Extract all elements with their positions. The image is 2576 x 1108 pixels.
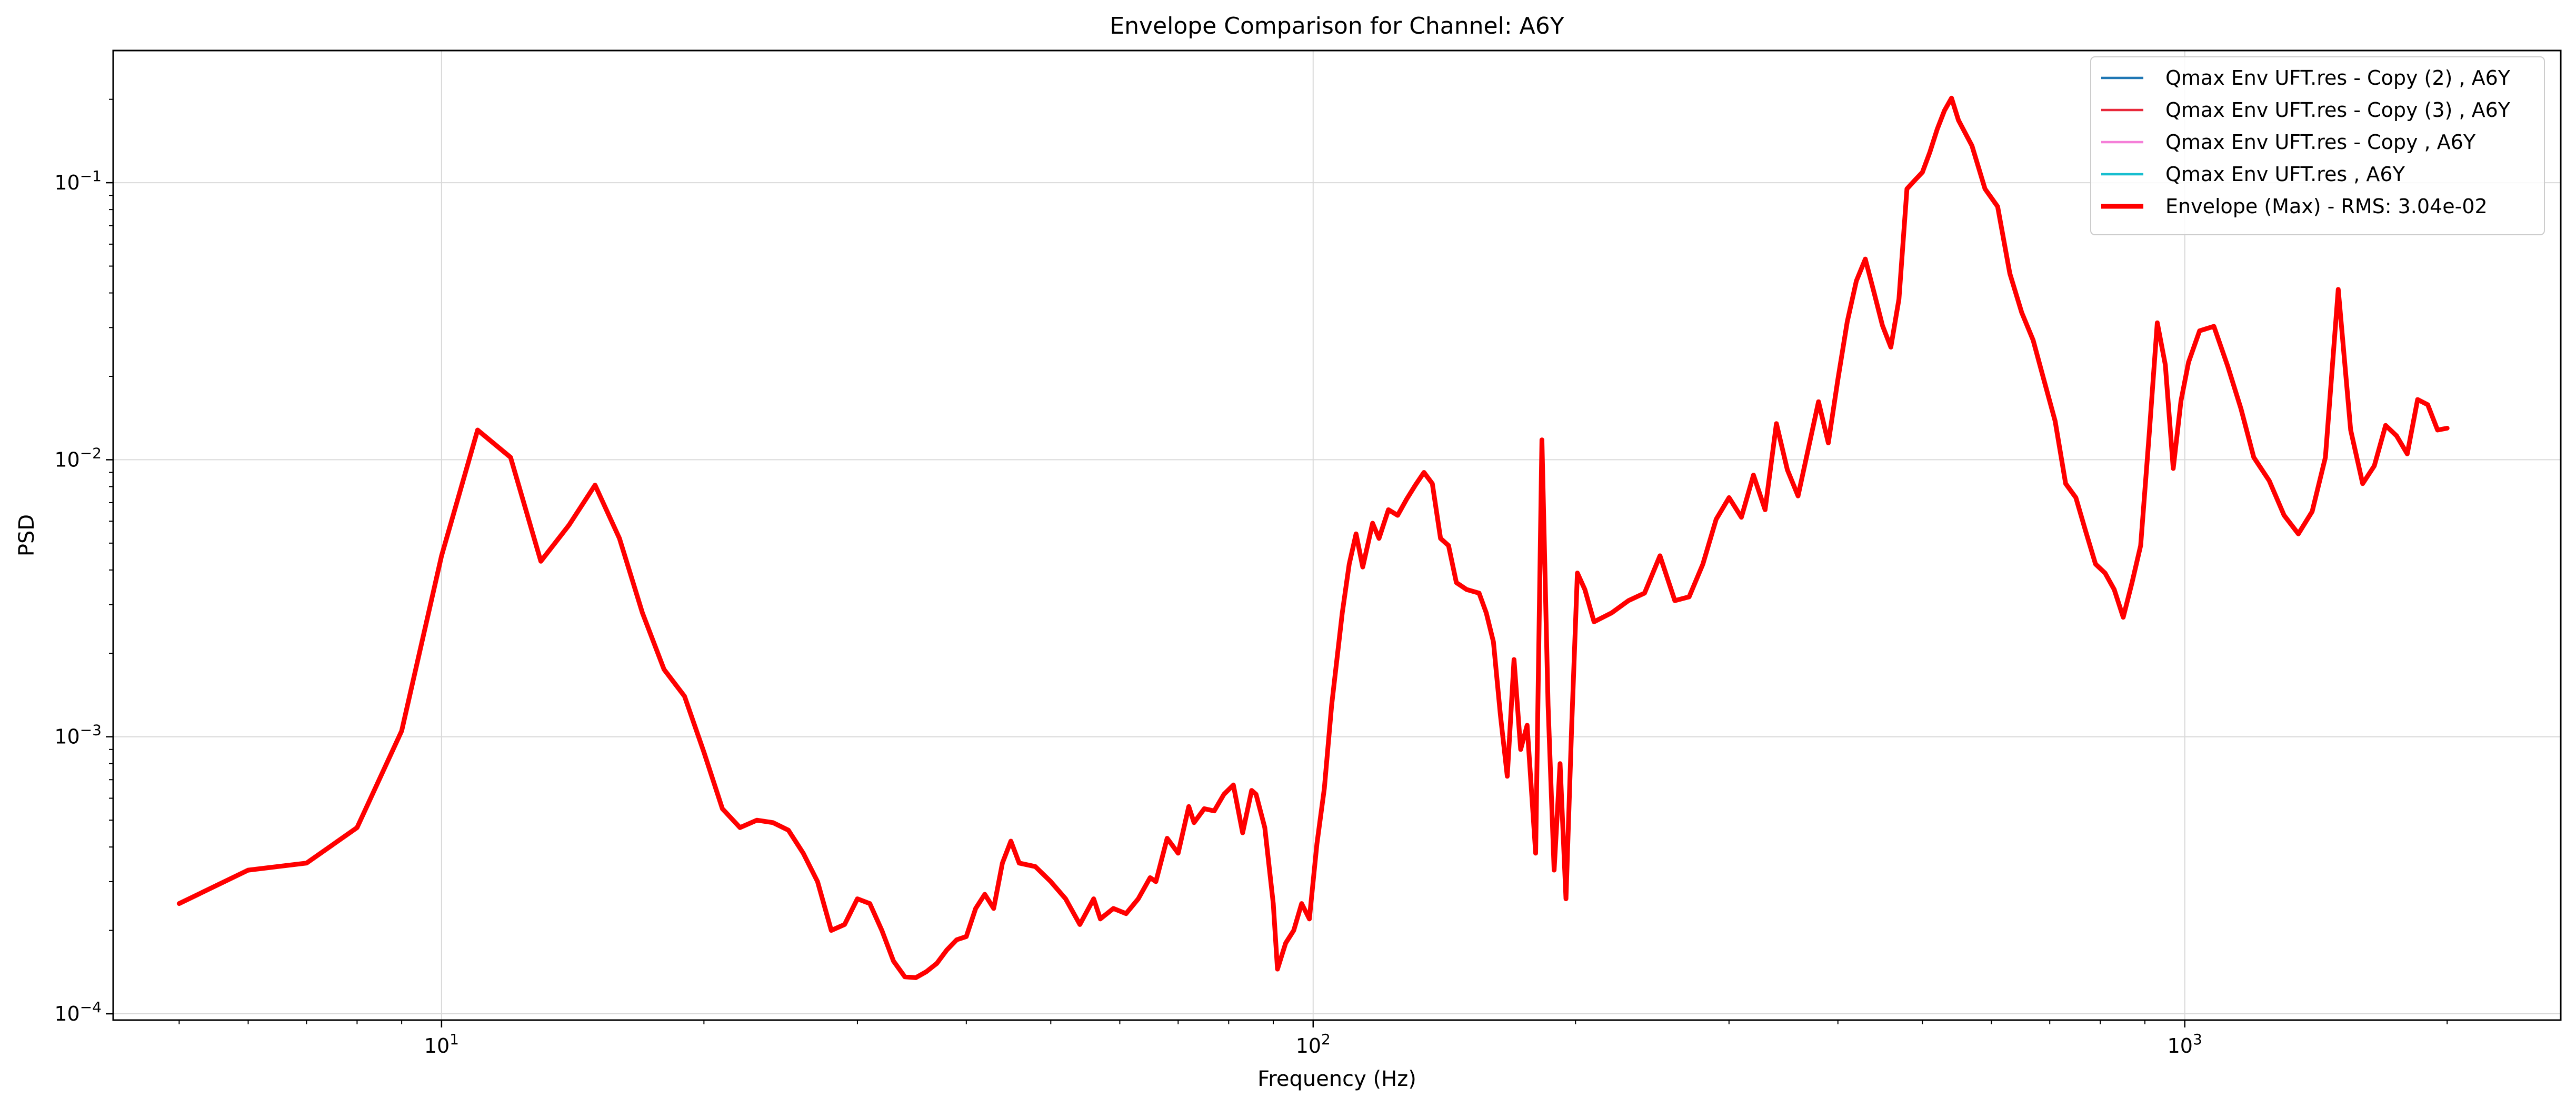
- x-tick-label: 102: [1296, 1031, 1331, 1057]
- y-axis-label: PSD: [15, 514, 39, 556]
- chart-title: Envelope Comparison for Channel: A6Y: [1110, 13, 1564, 39]
- y-tick-label: 10−2: [54, 444, 102, 471]
- legend-label: Envelope (Max) - RMS: 3.04e-02: [2165, 195, 2488, 218]
- plot-frame: [112, 49, 2562, 1021]
- data-series: [176, 95, 2450, 980]
- x-tick-label: 101: [424, 1031, 459, 1057]
- y-tick-label: 10−3: [54, 722, 102, 748]
- y-tick-label: 10−1: [54, 167, 102, 194]
- y-axis-ticks: 10−4 10−3 10−2 10−1: [54, 98, 113, 1025]
- legend-box: [2090, 56, 2545, 235]
- x-axis-ticks: 101 102 103: [178, 1020, 2448, 1057]
- y-tick-label: 10−4: [54, 999, 102, 1025]
- legend: Qmax Env UFT.res - Copy (2) , A6Y Qmax En…: [2090, 56, 2545, 235]
- legend-items: Qmax Env UFT.res - Copy (2) , A6Y Qmax En…: [2101, 66, 2511, 218]
- legend-label: Qmax Env UFT.res - Copy , A6Y: [2165, 131, 2476, 154]
- legend-label: Qmax Env UFT.res - Copy (2) , A6Y: [2165, 66, 2511, 89]
- x-axis-label: Frequency (Hz): [1257, 1067, 1416, 1091]
- series-line-envelope: [176, 95, 2450, 980]
- legend-label: Qmax Env UFT.res - Copy (3) , A6Y: [2165, 98, 2511, 122]
- legend-label: Qmax Env UFT.res , A6Y: [2165, 163, 2405, 186]
- x-tick-label: 103: [2168, 1031, 2202, 1057]
